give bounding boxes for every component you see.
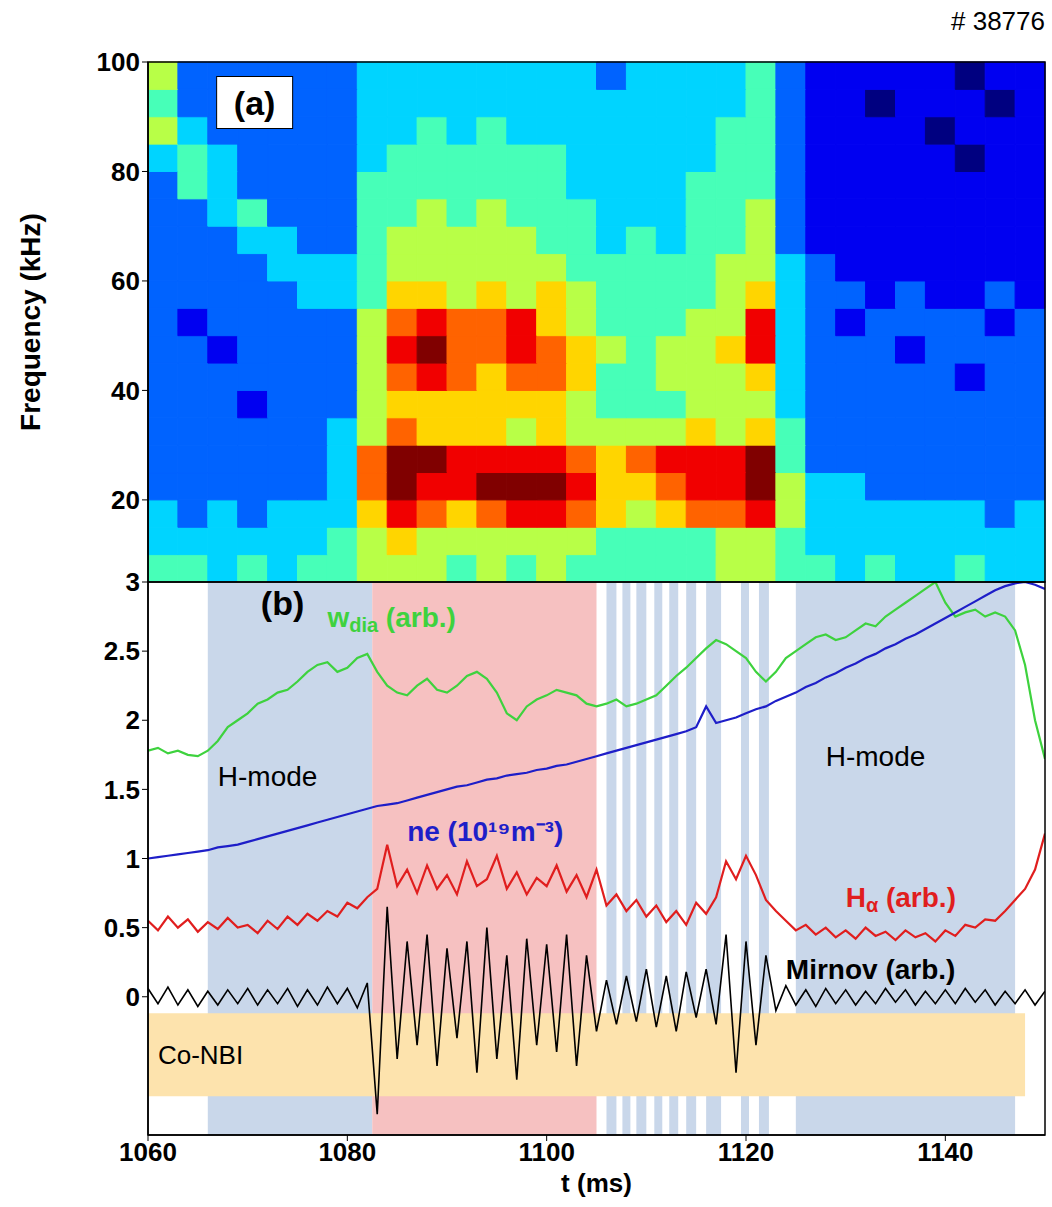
svg-text:Hα (arb.): Hα (arb.) <box>846 882 956 917</box>
svg-text:100: 100 <box>97 47 140 77</box>
svg-text:H-mode: H-mode <box>218 760 318 791</box>
svg-text:20: 20 <box>111 485 140 515</box>
svg-text:1120: 1120 <box>718 1137 774 1167</box>
svg-text:wdia (arb.): wdia (arb.) <box>326 601 455 636</box>
svg-text:t (ms): t (ms) <box>561 1168 632 1198</box>
svg-text:2: 2 <box>126 705 140 735</box>
svg-text:1100: 1100 <box>518 1137 574 1167</box>
svg-text:60: 60 <box>111 266 140 296</box>
svg-text:1080: 1080 <box>318 1137 376 1167</box>
svg-text:(a): (a) <box>234 84 276 122</box>
svg-text:Co-NBI: Co-NBI <box>158 1040 243 1070</box>
svg-text:0: 0 <box>126 982 140 1012</box>
svg-text:(b): (b) <box>261 584 304 622</box>
svg-text:# 38776: # 38776 <box>951 6 1045 36</box>
svg-text:1: 1 <box>126 844 140 874</box>
svg-text:Mirnov (arb.): Mirnov (arb.) <box>786 954 956 985</box>
svg-text:40: 40 <box>111 376 140 406</box>
svg-text:1060: 1060 <box>119 1137 177 1167</box>
svg-text:1.5: 1.5 <box>104 775 140 805</box>
svg-text:H-mode: H-mode <box>826 741 926 772</box>
svg-text:Frequency (kHz): Frequency (kHz) <box>15 213 46 431</box>
svg-text:80: 80 <box>111 157 140 187</box>
svg-text:3: 3 <box>126 567 140 597</box>
svg-text:2.5: 2.5 <box>104 636 140 666</box>
svg-text:0.5: 0.5 <box>104 913 140 943</box>
svg-text:1140: 1140 <box>917 1137 973 1167</box>
svg-text:ne (10¹⁹m⁻³): ne (10¹⁹m⁻³) <box>407 815 563 846</box>
